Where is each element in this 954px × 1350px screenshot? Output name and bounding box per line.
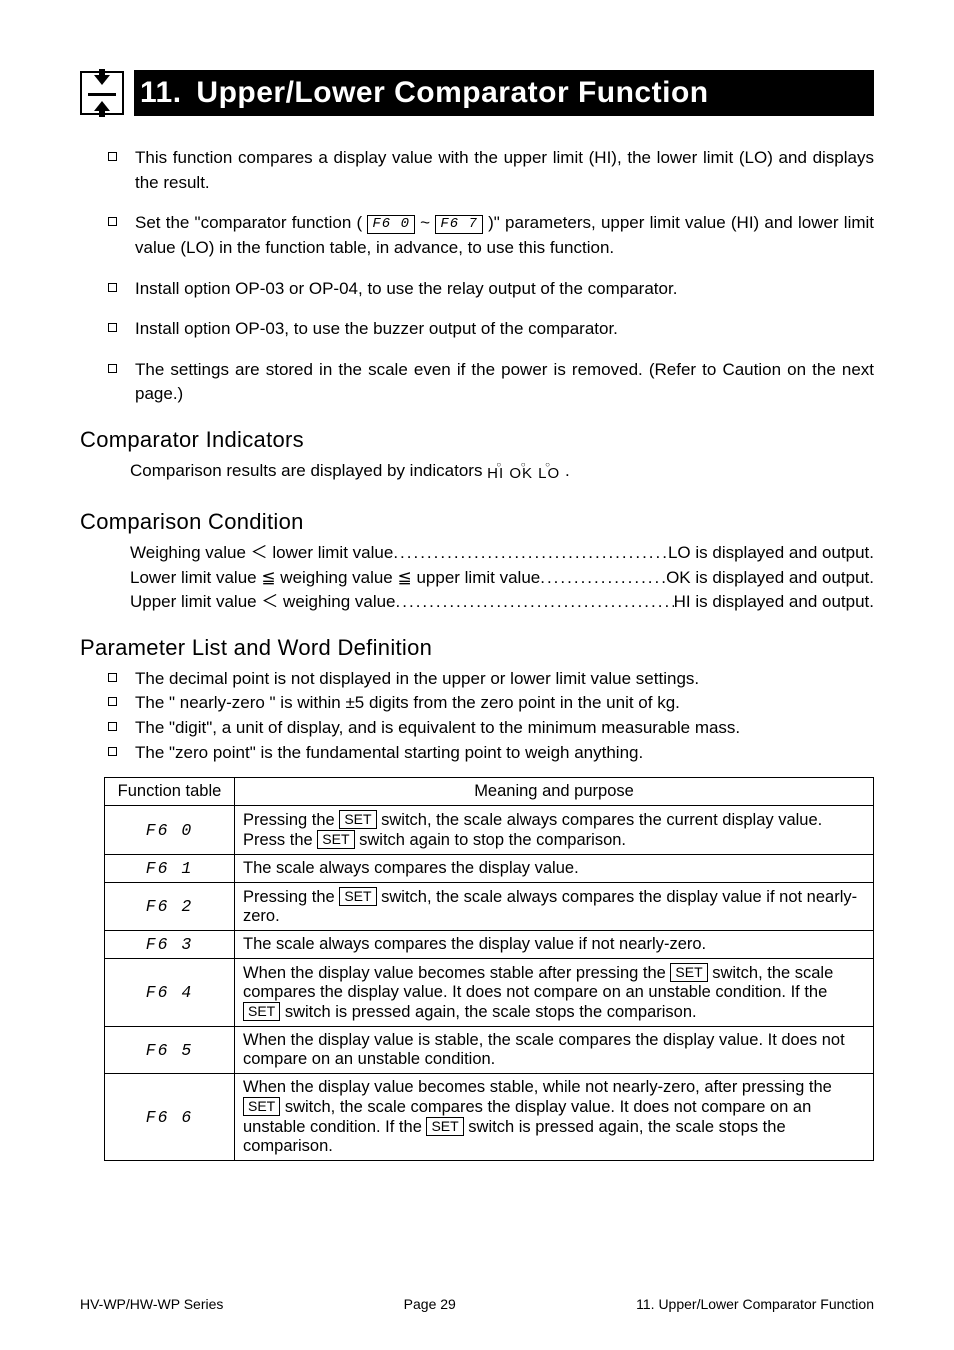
hi-ok-lo-indicator: ○○○ HI OK LO (487, 463, 560, 485)
list-item: The "zero point" is the fundamental star… (108, 741, 874, 766)
func-code: F6 5 (105, 1027, 235, 1074)
table-row: F6 2Pressing the SET switch, the scale a… (105, 883, 874, 931)
condition-row: Lower limit value ≦ weighing value ≦ upp… (130, 566, 874, 591)
condition-row: Weighing value ＜ lower limit value......… (130, 541, 874, 566)
set-key: SET (243, 1097, 280, 1116)
list-item-text: The " nearly-zero " is within ±5 digits … (135, 691, 874, 716)
func-code: F6 3 (105, 931, 235, 959)
section-comparator-indicators-heading: Comparator Indicators (80, 427, 874, 453)
bullet-square-icon (108, 722, 117, 731)
footer-center: Page 29 (404, 1296, 456, 1312)
comparison-condition-block: Weighing value ＜ lower limit value......… (130, 541, 874, 615)
bullet-square-icon (108, 747, 117, 756)
comparator-indicators-text: Comparison results are displayed by indi… (130, 459, 874, 485)
condition-dots: ........................................… (540, 566, 666, 591)
set-key: SET (243, 1002, 280, 1021)
list-item: The " nearly-zero " is within ±5 digits … (108, 691, 874, 716)
func-desc: Pressing the SET switch, the scale alway… (235, 806, 874, 855)
condition-right: HI is displayed and output. (674, 590, 874, 615)
list-item-text: The "digit", a unit of display, and is e… (135, 716, 874, 741)
table-row: F6 6When the display value becomes stabl… (105, 1074, 874, 1161)
set-key: SET (317, 830, 354, 849)
set-key: SET (339, 810, 376, 829)
func-desc: When the display value is stable, the sc… (235, 1027, 874, 1074)
function-table: Function table Meaning and purpose F6 0P… (104, 777, 874, 1161)
list-item: The decimal point is not displayed in th… (108, 667, 874, 692)
list-item-text: Install option OP-03, to use the buzzer … (135, 317, 874, 342)
set-key: SET (339, 887, 376, 906)
func-desc: When the display value becomes stable, w… (235, 1074, 874, 1161)
condition-right: LO is displayed and output. (668, 541, 874, 566)
set-key: SET (670, 963, 707, 982)
bullet-square-icon (108, 283, 117, 292)
condition-left: Upper limit value ＜ weighing value (130, 590, 396, 615)
chapter-title-bar: 11. Upper/Lower Comparator Function (134, 70, 874, 116)
key-f67: F6 7 (435, 215, 483, 234)
list-item: The "digit", a unit of display, and is e… (108, 716, 874, 741)
condition-left: Weighing value ＜ lower limit value (130, 541, 393, 566)
table-row: F6 4When the display value becomes stabl… (105, 959, 874, 1027)
section-parameter-list-heading: Parameter List and Word Definition (80, 635, 874, 661)
list-item-text: Set the "comparator function ( F6 0 ~ F6… (135, 211, 874, 260)
parameter-bullets: The decimal point is not displayed in th… (108, 667, 874, 766)
list-item-text: The "zero point" is the fundamental star… (135, 741, 874, 766)
chapter-title-row: 11. Upper/Lower Comparator Function (80, 70, 874, 116)
func-code: F6 2 (105, 883, 235, 931)
bullet-square-icon (108, 673, 117, 682)
table-header-func: Function table (105, 778, 235, 806)
set-key: SET (426, 1117, 463, 1136)
indicators-suffix: . (565, 461, 570, 480)
table-header-row: Function table Meaning and purpose (105, 778, 874, 806)
bullet-square-icon (108, 217, 117, 226)
footer-right: 11. Upper/Lower Comparator Function (636, 1296, 874, 1312)
list-item: This function compares a display value w… (108, 146, 874, 195)
footer-left: HV-WP/HW-WP Series (80, 1296, 223, 1312)
bullet-square-icon (108, 323, 117, 332)
func-code: F6 1 (105, 855, 235, 883)
condition-right: OK is displayed and output. (666, 566, 874, 591)
page-footer: HV-WP/HW-WP Series Page 29 11. Upper/Low… (80, 1296, 874, 1312)
list-item-text: The settings are stored in the scale eve… (135, 358, 874, 407)
func-code: F6 6 (105, 1074, 235, 1161)
list-item-text: This function compares a display value w… (135, 146, 874, 195)
list-item: Set the "comparator function ( F6 0 ~ F6… (108, 211, 874, 260)
chapter-icon (80, 71, 124, 115)
bullet-square-icon (108, 152, 117, 161)
bullet-square-icon (108, 364, 117, 373)
func-code: F6 0 (105, 806, 235, 855)
bullet-square-icon (108, 697, 117, 706)
table-row: F6 5When the display value is stable, th… (105, 1027, 874, 1074)
list-item-text: Install option OP-03 or OP-04, to use th… (135, 277, 874, 302)
table-row: F6 3The scale always compares the displa… (105, 931, 874, 959)
chapter-title-text: Upper/Lower Comparator Function (196, 76, 708, 109)
func-desc: The scale always compares the display va… (235, 855, 874, 883)
condition-row: Upper limit value ＜ weighing value......… (130, 590, 874, 615)
func-desc: When the display value becomes stable af… (235, 959, 874, 1027)
func-desc: Pressing the SET switch, the scale alway… (235, 883, 874, 931)
section-comparison-condition-heading: Comparison Condition (80, 509, 874, 535)
condition-dots: ........................................… (396, 590, 674, 615)
list-item: The settings are stored in the scale eve… (108, 358, 874, 407)
table-row: F6 1The scale always compares the displa… (105, 855, 874, 883)
indicators-prefix: Comparison results are displayed by indi… (130, 461, 487, 480)
list-item-text: The decimal point is not displayed in th… (135, 667, 874, 692)
list-item: Install option OP-03 or OP-04, to use th… (108, 277, 874, 302)
chapter-number: 11. (138, 76, 188, 109)
func-code: F6 4 (105, 959, 235, 1027)
func-desc: The scale always compares the display va… (235, 931, 874, 959)
key-f60: F6 0 (367, 215, 415, 234)
table-header-meaning: Meaning and purpose (235, 778, 874, 806)
intro-bullet-list: This function compares a display value w… (108, 146, 874, 407)
condition-left: Lower limit value ≦ weighing value ≦ upp… (130, 566, 540, 591)
condition-dots: ........................................… (393, 541, 668, 566)
list-item: Install option OP-03, to use the buzzer … (108, 317, 874, 342)
table-row: F6 0Pressing the SET switch, the scale a… (105, 806, 874, 855)
